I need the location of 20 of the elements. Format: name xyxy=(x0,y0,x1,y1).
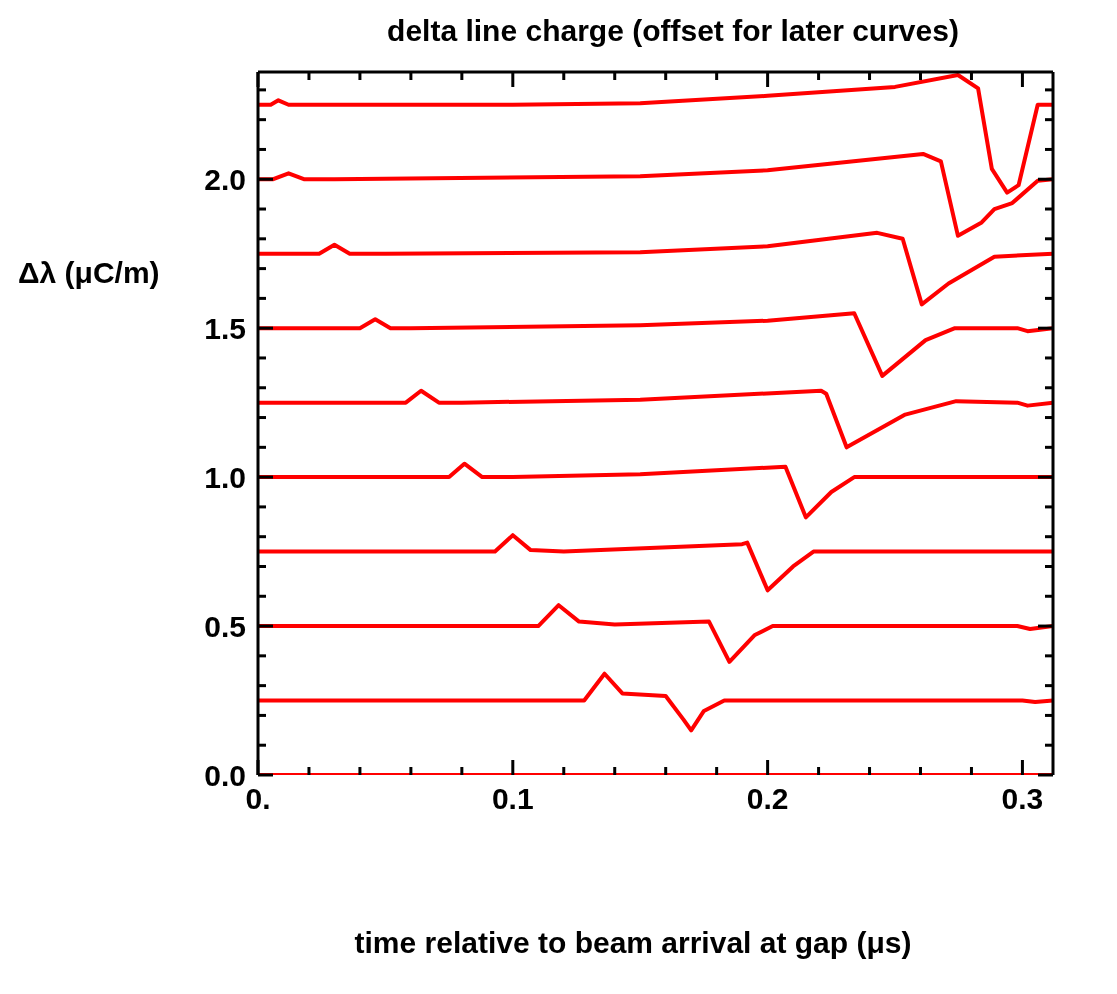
line-series xyxy=(258,388,1053,450)
x-tick-label: 0.1 xyxy=(491,782,534,815)
line-series xyxy=(258,311,1053,378)
line-series xyxy=(258,671,1053,733)
y-tick-label: 2.0 xyxy=(204,163,246,197)
x-tick-label: 0. xyxy=(245,782,271,815)
y-axis-title: Δλ (μC/m) xyxy=(18,256,160,290)
line-series xyxy=(258,151,1053,238)
line-series xyxy=(258,533,1053,593)
y-tick-label: 0.0 xyxy=(204,759,246,792)
line-series xyxy=(258,603,1053,664)
y-tick-label: 1.5 xyxy=(204,312,246,346)
chart-title: delta line charge (offset for later curves) xyxy=(386,14,960,48)
line-series xyxy=(258,461,1053,520)
y-tick-label: 0.5 xyxy=(204,610,246,644)
x-tick-label: 0.3 xyxy=(1001,782,1044,815)
line-series xyxy=(258,230,1053,307)
x-axis-title: time relative to beam arrival at gap (μs) xyxy=(353,926,913,960)
y-tick-label: 1.0 xyxy=(204,461,246,495)
x-tick-label: 0.2 xyxy=(746,782,789,815)
